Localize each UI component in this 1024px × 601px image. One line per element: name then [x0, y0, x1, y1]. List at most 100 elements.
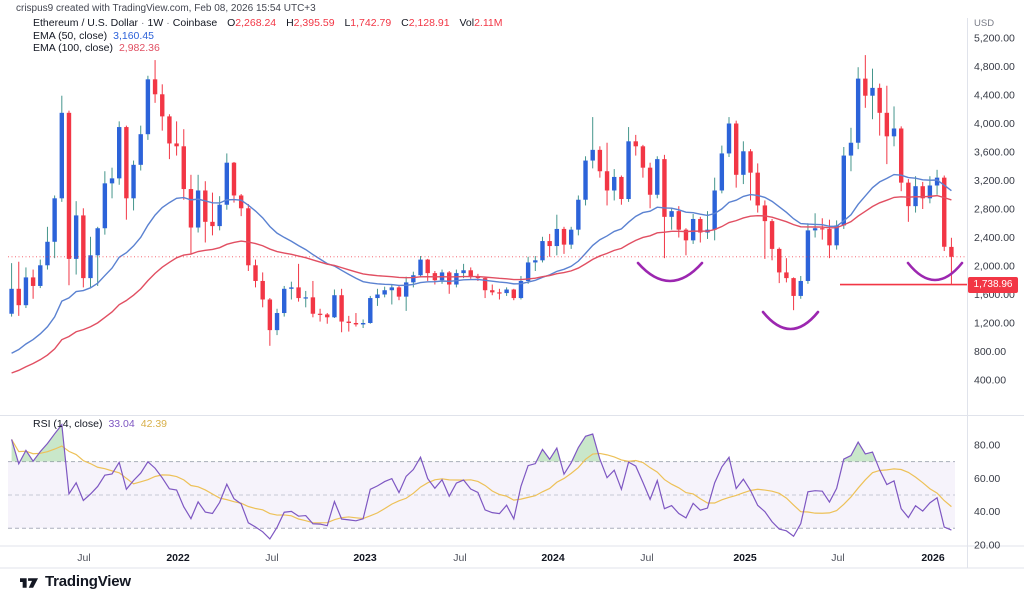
time-axis-tick[interactable]: Jul	[831, 552, 844, 564]
arc-drawing-2[interactable]	[761, 310, 820, 331]
symbol-legend: Ethereum / U.S. Dollar · 1W · Coinbase O2,26…	[33, 17, 503, 29]
time-axis-tick[interactable]: 2026	[921, 552, 945, 564]
candle-body	[447, 272, 452, 285]
candle-body	[360, 323, 366, 325]
time-axis-tick[interactable]: 2024	[541, 552, 565, 564]
candle-body	[762, 205, 768, 222]
rsi-ma-line	[11, 439, 952, 524]
rsi-axis-tick[interactable]: 60.00	[974, 473, 1000, 485]
candle-body	[138, 134, 143, 165]
candle-body	[604, 171, 610, 191]
rsi-axis-tick[interactable]: 40.00	[974, 506, 1000, 518]
candle-body	[30, 277, 36, 286]
price-axis-tick[interactable]: 1,200.00	[974, 318, 1015, 330]
price-axis-tick[interactable]: 2,000.00	[974, 261, 1015, 273]
candle-body	[547, 241, 552, 247]
price-axis-tick[interactable]: 5,200.00	[974, 33, 1015, 45]
candle-body	[253, 265, 258, 281]
candle-body	[690, 218, 696, 241]
low-value: 1,742.79	[350, 17, 392, 29]
time-axis-tick[interactable]: 2025	[733, 552, 757, 564]
price-axis-tick[interactable]: 2,800.00	[974, 204, 1015, 216]
candle-body	[260, 280, 265, 300]
candle-body	[382, 290, 387, 295]
candle-body	[518, 280, 524, 299]
candle-body	[504, 289, 509, 294]
price-axis-tick[interactable]: 3,200.00	[974, 175, 1015, 187]
rsi-axis-tick[interactable]: 20.00	[974, 539, 1000, 551]
candle-body	[812, 228, 818, 231]
price-axis-tick[interactable]: 3,600.00	[974, 147, 1015, 159]
candle-body	[188, 189, 194, 228]
price-axis-tick[interactable]: 400.00	[974, 375, 1006, 387]
price-axis-tick[interactable]: 4,800.00	[974, 61, 1015, 73]
candle-body	[834, 225, 839, 246]
time-axis-tick[interactable]: 2022	[166, 552, 190, 564]
separator-dot: ·	[141, 17, 145, 29]
time-axis-tick[interactable]: Jul	[640, 552, 653, 564]
candle-body	[317, 313, 323, 315]
candle-body	[95, 228, 100, 256]
candle-body	[238, 195, 244, 209]
candle-body	[855, 78, 861, 143]
close-value: 2,128.91	[408, 17, 450, 29]
arc-drawing-1[interactable]	[636, 261, 704, 283]
candle-body	[16, 288, 21, 306]
candle-body	[325, 314, 330, 318]
candle-body	[109, 178, 115, 184]
candle-body	[805, 230, 811, 281]
candle-body	[490, 290, 495, 293]
symbol-name: Ethereum / U.S. Dollar	[33, 17, 139, 29]
price-axis-tick[interactable]: 4,400.00	[974, 90, 1015, 102]
candle-body	[583, 160, 588, 200]
candle-body	[619, 176, 624, 200]
candle-body	[712, 190, 717, 230]
rsi-legend: RSI (14, close) 33.04 42.39	[33, 418, 167, 430]
candle-body	[626, 141, 631, 200]
candle-body	[454, 273, 459, 285]
price-axis-tick[interactable]: 800.00	[974, 346, 1006, 358]
candle-body	[210, 221, 215, 227]
ema100-legend: EMA (100, close) 2,982.36	[33, 42, 160, 54]
candle-body	[676, 211, 681, 230]
candle-body	[597, 149, 603, 172]
candle-body	[45, 241, 50, 266]
price-axis-tick[interactable]: 2,400.00	[974, 232, 1015, 244]
candle-body	[411, 275, 416, 283]
price-axis-tick[interactable]: 4,000.00	[974, 118, 1015, 130]
candle-body	[841, 155, 846, 226]
time-axis-tick[interactable]: Jul	[453, 552, 466, 564]
time-axis-tick[interactable]: 2023	[353, 552, 377, 564]
candle-body	[791, 278, 796, 296]
low-field: L1,742.79	[344, 17, 392, 29]
tradingview-logo[interactable]: TradingView	[20, 573, 131, 590]
candle-body	[195, 190, 201, 228]
candle-body	[719, 153, 725, 191]
interval-label: 1W	[147, 17, 164, 29]
hline-price-label: 1,738.96	[968, 277, 1018, 293]
separator-dot: ·	[166, 17, 170, 29]
candle-body	[468, 270, 473, 276]
candle-body	[246, 208, 251, 266]
candle-body	[117, 127, 122, 179]
candle-body	[418, 259, 423, 276]
rsi-line	[11, 423, 952, 540]
candle-body	[748, 151, 753, 173]
candle-body	[375, 294, 380, 299]
candle-body	[934, 177, 940, 186]
time-axis-tick[interactable]: Jul	[265, 552, 278, 564]
candle-body	[224, 162, 230, 205]
tradingview-logo-icon	[20, 577, 39, 588]
time-axis-tick[interactable]: Jul	[77, 552, 90, 564]
high-value: 2,395.59	[293, 17, 335, 29]
ema50-legend: EMA (50, close) 3,160.45	[33, 30, 154, 42]
price-axis-unit: USD	[974, 18, 994, 29]
rsi-axis-tick[interactable]: 80.00	[974, 440, 1000, 452]
candle-body	[403, 282, 409, 297]
candle-body	[52, 198, 57, 242]
candle-body	[23, 277, 29, 306]
arc-drawing-3[interactable]	[906, 261, 964, 282]
ema50-value: 3,160.45	[113, 30, 154, 42]
